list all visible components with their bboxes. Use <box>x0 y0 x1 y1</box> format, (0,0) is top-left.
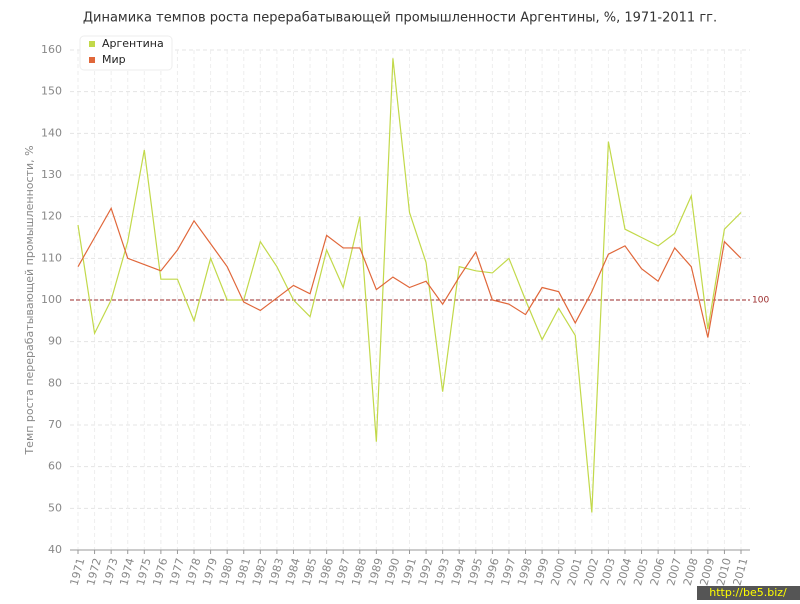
watermark: http://be5.biz/ <box>709 586 787 599</box>
y-tick-label: 120 <box>41 210 62 223</box>
watermark-bg <box>697 586 800 600</box>
y-axis-label: Темп роста перерабатывающей промышленнос… <box>23 145 36 455</box>
legend-label: Аргентина <box>102 37 164 50</box>
y-tick-label: 110 <box>41 251 62 264</box>
y-tick-label: 60 <box>48 460 62 473</box>
legend-box <box>79 35 173 71</box>
legend-label: Мир <box>102 53 126 66</box>
series-line <box>77 206 742 338</box>
x-tick-label: 2011 <box>731 557 751 587</box>
chart-title: Динамика темпов роста перерабатывающей п… <box>83 11 717 26</box>
y-tick-label: 40 <box>48 543 62 556</box>
y-tick-label: 160 <box>41 43 62 56</box>
y-tick-label: 70 <box>48 418 62 431</box>
y-tick-label: 130 <box>41 168 62 181</box>
y-tick-label: 140 <box>41 126 62 139</box>
y-tick-label: 150 <box>41 85 62 98</box>
legend-swatch <box>89 57 95 63</box>
legend: Аргентина Мир <box>79 35 173 71</box>
series-line <box>77 58 742 513</box>
y-tick-label: 90 <box>48 335 62 348</box>
y-tick-label: 100 <box>41 293 62 306</box>
reference-label: 100 <box>752 296 769 306</box>
y-tick-label: 50 <box>48 501 62 514</box>
y-tick-label: 80 <box>48 376 62 389</box>
legend-swatch <box>89 41 95 47</box>
